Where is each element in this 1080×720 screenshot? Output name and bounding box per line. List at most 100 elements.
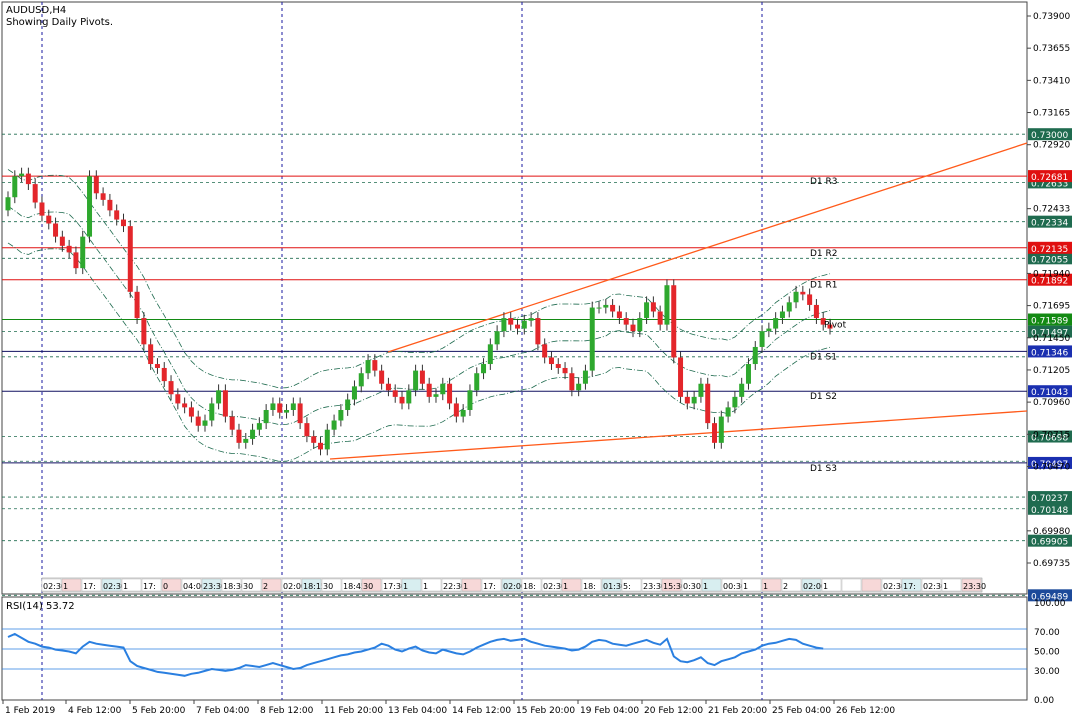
candle-body bbox=[419, 370, 425, 384]
session-label: 02:00 bbox=[283, 582, 306, 591]
session-cell bbox=[241, 578, 262, 592]
candle-body bbox=[576, 383, 582, 391]
candle-body bbox=[222, 390, 228, 417]
session-cell bbox=[481, 578, 502, 592]
candle-body bbox=[759, 331, 765, 347]
price-tick-label: 0.69735 bbox=[1033, 559, 1070, 569]
candle-body bbox=[317, 442, 323, 450]
session-cell bbox=[321, 578, 342, 592]
session-cell bbox=[341, 578, 362, 592]
session-cell bbox=[161, 578, 182, 592]
candle-body bbox=[284, 409, 290, 413]
candle-body bbox=[338, 409, 344, 421]
candle-body bbox=[345, 399, 351, 410]
price-tick-label: 0.70960 bbox=[1033, 398, 1070, 408]
session-cell bbox=[61, 578, 82, 592]
candle-body bbox=[698, 383, 704, 397]
candle-body bbox=[25, 173, 31, 185]
price-tick-label: 0.73900 bbox=[1033, 12, 1070, 22]
candle-body bbox=[59, 236, 65, 246]
candle-body bbox=[664, 285, 670, 325]
time-tick-label: 14 Feb 12:00 bbox=[452, 706, 511, 716]
session-cell bbox=[501, 578, 522, 592]
candle-body bbox=[521, 320, 527, 329]
candle-body bbox=[603, 304, 609, 308]
price-tick-label: 0.71940 bbox=[1033, 269, 1070, 279]
candle-body bbox=[182, 403, 188, 408]
candle-body bbox=[623, 318, 629, 325]
candle-body bbox=[87, 176, 93, 237]
candle-body bbox=[358, 373, 364, 387]
candle-body bbox=[107, 199, 113, 211]
session-cell bbox=[81, 578, 102, 592]
pivot-tag bbox=[1028, 345, 1072, 358]
time-axis: 1 Feb 2019 4 Feb 12:00 5 Feb 20:00 7 Feb 04… bbox=[2, 700, 895, 716]
candle-body bbox=[793, 291, 799, 303]
rsi-tick-label: 50.00 bbox=[1034, 648, 1060, 658]
upper-trend-line bbox=[387, 142, 1028, 353]
candle-body bbox=[481, 364, 487, 374]
session-cell bbox=[381, 578, 402, 592]
price-tick-label: 0.72920 bbox=[1033, 141, 1070, 151]
session-cell bbox=[861, 578, 882, 592]
price-tick-label: 0.72433 bbox=[1033, 205, 1070, 215]
time-tick-label: 1 Feb 2019 bbox=[5, 706, 56, 716]
candle-body bbox=[12, 176, 18, 198]
candle-body bbox=[236, 429, 242, 443]
candle-body bbox=[610, 304, 616, 312]
session-label: 02:30 bbox=[543, 582, 566, 591]
session-label: 17: bbox=[143, 582, 156, 591]
session-cell bbox=[281, 578, 302, 592]
level-tag bbox=[1028, 215, 1072, 228]
session-cell bbox=[261, 578, 282, 592]
session-label: 1 bbox=[743, 582, 748, 591]
candle-body bbox=[100, 193, 106, 200]
rsi-tick-label: 0.00 bbox=[1034, 696, 1054, 706]
time-tick-label: 25 Feb 04:00 bbox=[772, 706, 831, 716]
candle-body bbox=[93, 176, 99, 194]
session-cell bbox=[741, 578, 762, 592]
candle-body bbox=[202, 420, 208, 426]
level-tag-label: 0.73000 bbox=[1031, 131, 1068, 141]
session-cell bbox=[601, 578, 622, 592]
candle-body bbox=[542, 344, 548, 358]
session-cell bbox=[561, 578, 582, 592]
time-tick-label: 26 Feb 12:00 bbox=[836, 706, 895, 716]
session-label: 18:45 bbox=[343, 582, 366, 591]
session-label: 23:30 bbox=[203, 582, 226, 591]
candle-body bbox=[474, 373, 480, 391]
session-cell bbox=[461, 578, 482, 592]
rsi-tick-label: 100.00 bbox=[1034, 599, 1066, 609]
candle-body bbox=[297, 403, 303, 424]
time-tick-label: 11 Feb 20:00 bbox=[324, 706, 383, 716]
candle-body bbox=[508, 318, 514, 325]
pivot-tag bbox=[1028, 385, 1072, 398]
session-label: 5: bbox=[623, 582, 631, 591]
middle-band bbox=[7, 205, 831, 426]
session-cell bbox=[201, 578, 222, 592]
rsi-label: RSI(14) 53.72 bbox=[6, 601, 75, 612]
pivot-tag bbox=[1028, 241, 1072, 254]
candle-body bbox=[114, 210, 120, 220]
session-cell bbox=[421, 578, 442, 592]
session-label: 1 bbox=[943, 582, 948, 591]
candle-body bbox=[426, 383, 432, 397]
session-label: 18:30 bbox=[223, 582, 246, 591]
session-cell bbox=[961, 578, 982, 592]
candle-body bbox=[331, 420, 337, 430]
pivot-tag bbox=[1028, 313, 1072, 326]
candle-body bbox=[53, 223, 59, 237]
level-tag bbox=[1028, 325, 1072, 338]
candle-body bbox=[66, 245, 72, 253]
candle-body bbox=[773, 318, 779, 329]
candle-body bbox=[732, 396, 738, 408]
lower-trend-line bbox=[329, 410, 1028, 460]
price-tick-label: 0.71205 bbox=[1033, 366, 1070, 376]
candle-body bbox=[596, 307, 602, 309]
session-label: 22:30 bbox=[443, 582, 466, 591]
candle-body bbox=[304, 423, 310, 437]
session-label: 30 bbox=[323, 582, 333, 591]
candle-body bbox=[229, 416, 235, 430]
candle-body bbox=[154, 364, 160, 368]
level-tag-label: 0.72334 bbox=[1031, 219, 1068, 229]
